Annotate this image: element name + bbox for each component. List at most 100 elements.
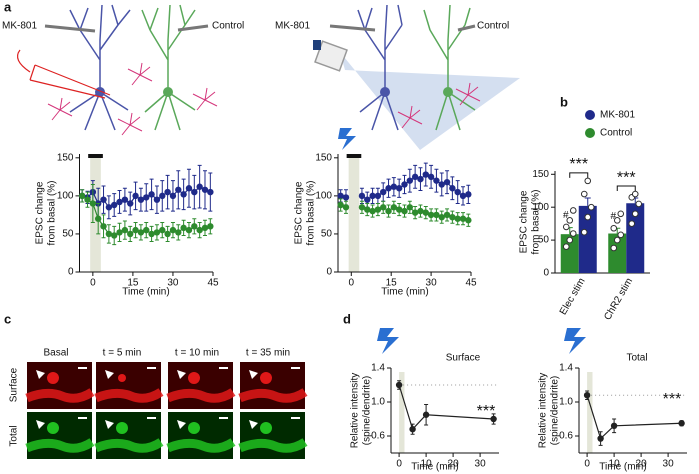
illustration-left-part-part xyxy=(47,97,73,121)
x-tick-label: 30 xyxy=(426,278,438,289)
micrograph xyxy=(96,362,161,409)
x-tick-label: 10 xyxy=(421,459,433,470)
data-point xyxy=(465,191,472,198)
panel-label: c xyxy=(4,311,11,326)
individual-point xyxy=(613,236,621,244)
micrograph xyxy=(27,412,92,459)
y-tick-label: 1.4 xyxy=(559,363,573,374)
arrowhead xyxy=(177,370,186,379)
data-point xyxy=(100,223,107,230)
series-line xyxy=(586,395,682,440)
x-tick-label: Elec stim xyxy=(558,276,588,317)
panel-label: a xyxy=(4,0,12,14)
series-line xyxy=(398,384,494,431)
y-tick-label: 1.0 xyxy=(559,397,573,408)
illustration-right-part xyxy=(443,87,453,97)
spine xyxy=(260,372,272,384)
data-point xyxy=(401,207,408,215)
data-point xyxy=(597,435,604,442)
data-point xyxy=(132,192,139,200)
y-axis-label: from basal (%) xyxy=(47,180,58,245)
stim-shade xyxy=(587,372,593,453)
data-point xyxy=(207,223,214,230)
y-tick-label: 0.6 xyxy=(559,431,573,442)
scale-bar xyxy=(219,367,228,369)
data-point xyxy=(449,185,456,192)
data-point xyxy=(422,209,429,216)
micrograph xyxy=(96,412,161,459)
illustration-right-part xyxy=(340,52,520,150)
data-point xyxy=(390,183,398,190)
data-point xyxy=(411,209,419,216)
illustration-left-part xyxy=(141,4,196,131)
data-point xyxy=(411,173,419,181)
data-point xyxy=(116,198,123,206)
chart-title: Surface xyxy=(446,353,481,364)
individual-point xyxy=(562,243,570,250)
drug-label: MK-801 xyxy=(275,21,310,32)
row-label: Total xyxy=(9,425,20,446)
column-label: t = 10 min xyxy=(175,348,219,359)
data-point xyxy=(196,226,203,234)
illustration-right-part xyxy=(329,24,376,32)
data-point xyxy=(153,229,161,236)
data-point xyxy=(201,186,209,193)
illustration-left-part-part xyxy=(127,62,153,86)
data-point xyxy=(185,185,193,192)
illustration-left-part xyxy=(163,87,173,97)
spine xyxy=(118,374,126,382)
legend-label: Control xyxy=(600,128,632,139)
illustration-left-part-part xyxy=(117,112,143,136)
y-axis-label: Relative intensity xyxy=(350,373,361,449)
illustration-right-part xyxy=(457,24,476,32)
illustration-right-part-part xyxy=(397,105,423,129)
y-tick-label: 150 xyxy=(315,152,332,163)
data-point xyxy=(337,192,344,200)
illustration-right-part xyxy=(380,87,390,97)
y-tick-label: 100 xyxy=(57,191,74,202)
data-point xyxy=(380,204,387,211)
illustration-left-part xyxy=(29,64,111,99)
illustration-right-part xyxy=(397,82,481,129)
y-tick-label: 0 xyxy=(326,267,332,278)
data-point xyxy=(111,201,118,209)
illustration-left-part xyxy=(47,62,218,136)
dendrite xyxy=(166,388,236,403)
individual-point xyxy=(610,244,618,252)
data-point xyxy=(406,204,414,211)
scale-bar xyxy=(147,417,156,419)
data-point xyxy=(342,194,350,201)
data-point xyxy=(438,181,445,188)
stim-shade xyxy=(348,158,360,272)
arrowhead xyxy=(177,420,186,429)
data-point xyxy=(374,192,382,200)
data-point xyxy=(121,226,129,234)
data-point xyxy=(364,196,371,203)
data-point xyxy=(409,426,416,433)
light-icon xyxy=(564,328,586,354)
illustration-left-part xyxy=(17,49,31,73)
individual-point xyxy=(580,190,588,198)
data-point xyxy=(443,211,451,219)
spine xyxy=(188,422,200,434)
x-tick-label: 0 xyxy=(584,459,590,470)
x-tick-label: 45 xyxy=(465,278,477,289)
data-point xyxy=(89,200,97,207)
data-point xyxy=(417,175,424,183)
data-point xyxy=(385,185,392,192)
individual-point xyxy=(569,207,577,214)
data-point xyxy=(105,230,113,238)
drug-label: MK-801 xyxy=(2,21,37,32)
data-point xyxy=(127,200,134,207)
y-tick-label: 0 xyxy=(68,267,74,278)
scale-bar xyxy=(78,367,87,369)
data-point xyxy=(465,217,472,224)
data-point xyxy=(121,196,129,203)
data-point xyxy=(342,204,350,211)
data-point xyxy=(422,411,430,418)
arrowhead xyxy=(249,420,258,429)
micrograph xyxy=(27,362,92,409)
data-point xyxy=(94,215,102,222)
y-tick-label: 100 xyxy=(532,202,549,213)
y-tick-label: 0.6 xyxy=(371,431,385,442)
